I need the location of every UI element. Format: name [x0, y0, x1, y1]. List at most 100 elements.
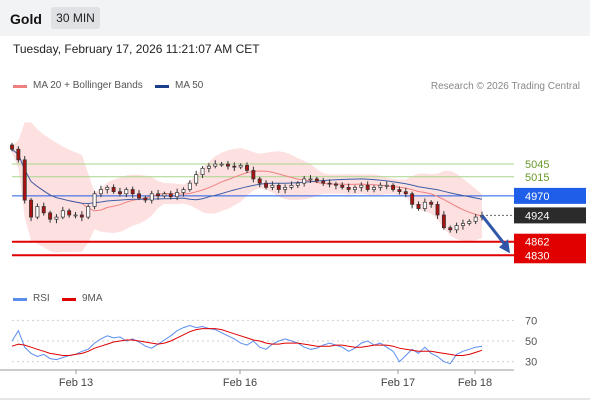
current-price-box — [514, 207, 586, 224]
level-label-4970: 4970 — [525, 191, 549, 203]
candle — [340, 184, 345, 188]
forecast-arrow-shaft — [480, 214, 509, 249]
candle — [60, 210, 65, 218]
candle — [149, 193, 154, 201]
candle — [264, 182, 269, 188]
level-label-5015: 5015 — [525, 172, 549, 184]
ma20-legend-swatch — [13, 85, 27, 88]
candle — [92, 193, 97, 207]
current-price-label: 4924 — [525, 210, 549, 222]
candle — [130, 189, 135, 195]
candle — [454, 225, 459, 231]
candle — [41, 206, 46, 214]
candle — [79, 214, 84, 218]
candle — [391, 184, 396, 190]
candle — [187, 182, 192, 190]
candle — [257, 178, 262, 184]
instrument-title: Gold — [10, 11, 42, 27]
candle — [86, 206, 91, 218]
forecast-arrow-head — [499, 239, 510, 254]
level-box-4970 — [514, 187, 586, 204]
rsi-tick-label: 70 — [525, 315, 537, 327]
candle — [467, 220, 472, 224]
rsi-series-9ma — [11, 328, 483, 356]
candle — [181, 189, 186, 193]
candle — [333, 183, 338, 186]
candle — [137, 193, 141, 199]
x-tick-label: Feb 17 — [381, 377, 415, 389]
candle — [48, 212, 53, 220]
candle — [473, 216, 478, 222]
candle — [232, 165, 237, 168]
candle — [422, 201, 427, 209]
candle — [16, 148, 21, 161]
candle — [10, 144, 14, 150]
level-label-5045: 5045 — [525, 159, 549, 171]
candle — [429, 201, 434, 205]
candle — [105, 187, 110, 190]
candle — [346, 187, 351, 190]
candle — [29, 199, 34, 218]
candle — [397, 189, 402, 192]
x-tick-label: Feb 13 — [59, 377, 93, 389]
ma50-line — [11, 148, 483, 205]
candle — [162, 193, 167, 197]
candle — [98, 189, 103, 195]
candles — [10, 142, 484, 234]
candle — [314, 178, 319, 182]
candle — [448, 227, 453, 231]
candle — [441, 214, 446, 229]
candle — [73, 214, 78, 217]
candle — [194, 174, 199, 184]
candle — [124, 189, 129, 195]
rsi-legend-label: RSI — [33, 293, 50, 304]
ma50-legend-swatch — [155, 85, 169, 88]
candle — [372, 187, 376, 190]
candle — [289, 184, 294, 188]
level-label-4830: 4830 — [525, 250, 549, 262]
timeframe-button[interactable]: 30 MIN — [51, 7, 100, 29]
candle — [143, 197, 148, 201]
candle — [245, 164, 249, 171]
candle — [276, 184, 281, 190]
candle — [384, 184, 389, 187]
credit-text: Research © 2026 Trading Central — [430, 81, 580, 92]
candle — [359, 184, 364, 188]
candle — [403, 191, 408, 195]
ma9-legend-label: 9MA — [82, 293, 103, 304]
candle — [22, 159, 27, 201]
level-box-4862 — [514, 233, 586, 250]
x-tick-label: Feb 16 — [223, 377, 257, 389]
candle — [365, 184, 370, 190]
level-label-4862: 4862 — [525, 237, 549, 249]
candle — [168, 193, 173, 198]
candle — [302, 178, 307, 184]
candle — [378, 184, 383, 188]
rsi-tick-label: 30 — [525, 357, 537, 369]
candle — [435, 204, 440, 216]
candle — [175, 192, 180, 198]
candle — [111, 187, 116, 192]
chart-datetime: Tuesday, February 17, 2026 11:21:07 AM C… — [13, 42, 260, 56]
candle — [321, 180, 326, 184]
candle — [327, 182, 332, 185]
rsi-tick-label: 50 — [525, 336, 537, 348]
ma9-legend-swatch — [62, 298, 76, 301]
candle — [156, 193, 161, 197]
candle — [410, 193, 415, 205]
candle — [416, 204, 421, 209]
candle — [295, 182, 300, 186]
candle — [118, 191, 122, 195]
candle — [270, 184, 275, 188]
rsi-legend-swatch — [13, 298, 27, 301]
level-box-4830 — [514, 247, 586, 264]
rsi-series-rsi — [11, 324, 483, 365]
x-tick-label: Feb 18 — [458, 377, 492, 389]
candle — [35, 206, 40, 218]
candle — [460, 223, 465, 226]
candle — [200, 167, 205, 176]
bollinger-band — [12, 122, 482, 253]
bottom-border — [0, 398, 590, 400]
candle — [251, 170, 256, 180]
ma50-legend-label: MA 50 — [175, 80, 204, 91]
